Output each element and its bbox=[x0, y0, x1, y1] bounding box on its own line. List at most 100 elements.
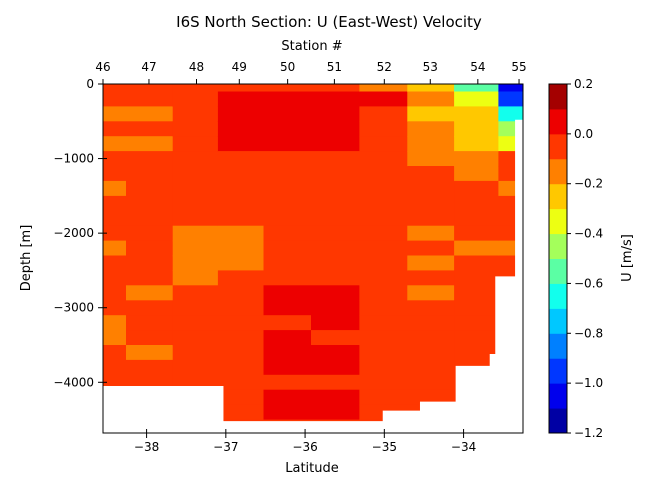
heatmap-cell bbox=[454, 84, 500, 93]
heatmap-cell bbox=[359, 136, 408, 152]
heatmap-cell bbox=[359, 330, 408, 346]
heatmap-cell bbox=[217, 404, 265, 421]
heatmap-cell bbox=[407, 240, 455, 257]
heatmap-cell bbox=[407, 121, 455, 137]
heatmap-cell bbox=[263, 195, 312, 212]
heatmap-cell bbox=[263, 91, 312, 107]
heatmap-cell bbox=[263, 240, 312, 257]
heatmap-cell bbox=[311, 285, 360, 301]
heatmap-cell bbox=[311, 345, 360, 361]
heatmap-cell bbox=[172, 359, 219, 376]
heatmap-cell bbox=[263, 389, 312, 406]
heatmap-cell bbox=[103, 300, 127, 316]
heatmap-cell bbox=[454, 166, 500, 182]
heatmap-cell bbox=[359, 84, 408, 93]
heatmap-cell bbox=[126, 255, 174, 271]
heatmap-cell bbox=[311, 300, 360, 316]
top-tick-label: 48 bbox=[189, 60, 204, 74]
heatmap-cell bbox=[359, 300, 408, 316]
heatmap-cell bbox=[103, 166, 127, 182]
heatmap-cell bbox=[126, 151, 174, 167]
heatmap-cell bbox=[103, 136, 127, 152]
heatmap-cell bbox=[103, 106, 127, 122]
colorbar-segment bbox=[549, 84, 567, 110]
heatmap-cell bbox=[498, 106, 523, 122]
x-tick-label: −37 bbox=[213, 440, 238, 454]
heatmap-cell bbox=[311, 330, 360, 346]
y-tick-label: 0 bbox=[86, 77, 94, 91]
heatmap-cell bbox=[311, 240, 360, 257]
heatmap-cell bbox=[126, 240, 174, 257]
heatmap-cell bbox=[172, 225, 219, 242]
heatmap-cell bbox=[359, 270, 408, 286]
heatmap-cell bbox=[103, 255, 127, 271]
colorbar bbox=[549, 84, 567, 434]
heatmap-cell bbox=[217, 84, 265, 93]
heatmap-cell bbox=[498, 84, 523, 93]
heatmap-cell bbox=[126, 345, 174, 361]
heatmap-cell bbox=[217, 195, 265, 212]
colorbar-segment bbox=[549, 283, 567, 309]
heatmap-cell bbox=[172, 151, 219, 167]
colorbar-tick-label: −0.8 bbox=[574, 326, 603, 340]
heatmap-cell bbox=[454, 225, 500, 242]
heatmap-cell bbox=[407, 84, 455, 93]
x-tick-label: −35 bbox=[372, 440, 397, 454]
y-axis: 0 −1000 −2000 −3000 −4000 bbox=[53, 77, 107, 389]
heatmap-cell bbox=[217, 210, 265, 227]
heatmap-cell bbox=[454, 91, 500, 107]
heatmap-cell bbox=[311, 121, 360, 137]
colorbar-tick-label: 0.0 bbox=[574, 127, 593, 141]
heatmap-cell bbox=[454, 285, 500, 301]
heatmap-cell bbox=[103, 270, 127, 286]
heatmap-cell bbox=[407, 180, 455, 197]
heatmap-cell bbox=[359, 240, 408, 257]
heatmap-cells bbox=[103, 84, 523, 433]
heatmap-cell bbox=[126, 225, 174, 242]
heatmap-cell bbox=[359, 345, 408, 361]
top-axis: 46 47 48 49 50 51 52 53 54 55 bbox=[95, 60, 527, 84]
heatmap-cell bbox=[454, 345, 500, 361]
heatmap-cell bbox=[217, 136, 265, 152]
heatmap-cell bbox=[126, 106, 174, 122]
colorbar-tick-label: −0.2 bbox=[574, 177, 603, 191]
colorbar-tick-label: −0.4 bbox=[574, 227, 603, 241]
heatmap-cell bbox=[263, 404, 312, 421]
heatmap-cell bbox=[103, 151, 127, 167]
heatmap-cell bbox=[172, 255, 219, 271]
colorbar-tick-label: −0.6 bbox=[574, 276, 603, 290]
heatmap-cell bbox=[407, 389, 455, 406]
colorbar-segment bbox=[549, 333, 567, 359]
heatmap-cell bbox=[311, 91, 360, 107]
heatmap-cell bbox=[311, 225, 360, 242]
colorbar-segment bbox=[549, 158, 567, 185]
heatmap-cell bbox=[217, 359, 265, 376]
heatmap-cell bbox=[359, 121, 408, 137]
heatmap-cell bbox=[407, 166, 455, 182]
heatmap-cell bbox=[263, 151, 312, 167]
top-tick-label: 54 bbox=[470, 60, 485, 74]
colorbar-segment bbox=[549, 208, 567, 235]
heatmap-cell bbox=[454, 106, 500, 122]
heatmap-cell bbox=[359, 166, 408, 182]
heatmap-cell bbox=[359, 195, 408, 212]
heatmap-cell bbox=[217, 345, 265, 361]
heatmap-cell bbox=[217, 166, 265, 182]
heatmap-cell bbox=[407, 210, 455, 227]
heatmap-cell bbox=[217, 300, 265, 316]
top-tick-label: 49 bbox=[232, 60, 247, 74]
heatmap-cell bbox=[172, 285, 219, 301]
chart-title: I6S North Section: U (East-West) Velocit… bbox=[176, 13, 482, 31]
heatmap-cell bbox=[126, 136, 174, 152]
heatmap-cell bbox=[359, 359, 408, 376]
heatmap-cell bbox=[359, 315, 408, 331]
colorbar-segment bbox=[549, 233, 567, 259]
colorbar-title: U [m/s] bbox=[620, 234, 635, 282]
heatmap-cell bbox=[172, 180, 219, 197]
x-tick-label: −36 bbox=[292, 440, 317, 454]
heatmap-cell bbox=[217, 151, 265, 167]
heatmap-cell bbox=[407, 91, 455, 107]
heatmap-cell bbox=[263, 136, 312, 152]
heatmap-cell bbox=[263, 166, 312, 182]
